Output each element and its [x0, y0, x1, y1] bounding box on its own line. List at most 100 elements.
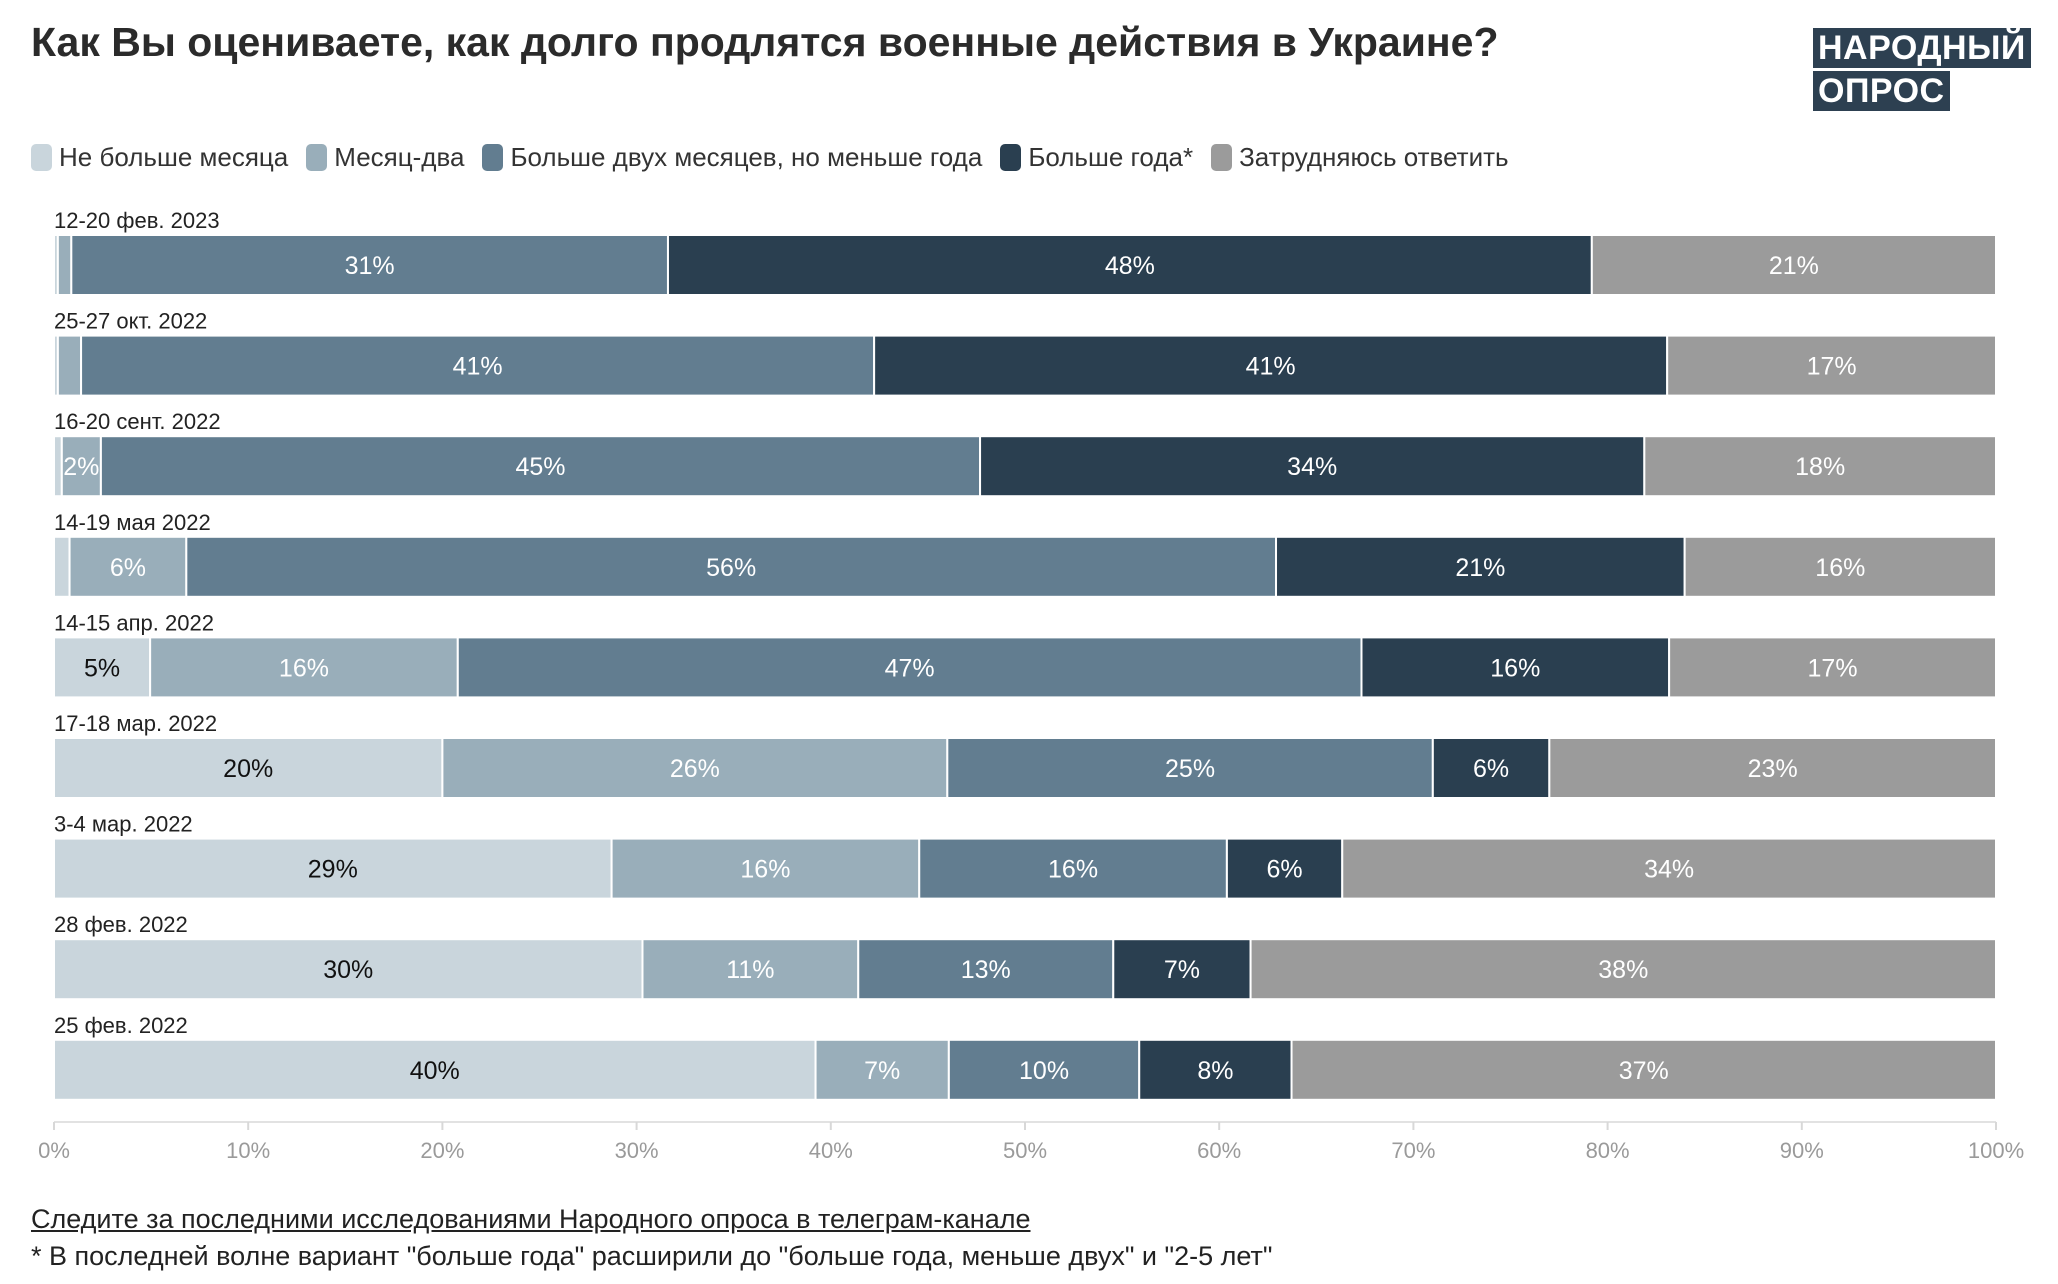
bar-segment	[185, 535, 1278, 598]
x-tick-label: 0%	[38, 1138, 70, 1163]
row-label: 28 фев. 2022	[54, 912, 188, 937]
data-label: 7%	[1164, 956, 1200, 984]
bar-segment	[641, 938, 860, 1001]
bar-segment	[53, 837, 613, 900]
x-tick-label: 10%	[226, 1138, 270, 1163]
legend-swatch	[31, 144, 52, 171]
data-label: 56%	[706, 554, 756, 582]
data-label: 21%	[1455, 554, 1505, 582]
data-label: 16%	[279, 654, 329, 682]
bar-segment	[441, 737, 949, 799]
x-tick-label: 40%	[809, 1138, 853, 1163]
bar-segment	[1668, 636, 1997, 699]
legend-item-2[interactable]: Месяц-два	[306, 142, 464, 173]
legend-item-1[interactable]: Не больше месяца	[31, 142, 288, 173]
legend-item-3[interactable]: Больше двух месяцев, но меньше года	[482, 142, 982, 173]
data-label: 38%	[1598, 956, 1648, 984]
bar-segment	[70, 234, 669, 296]
legend-swatch	[1000, 144, 1022, 171]
bar-segment	[53, 435, 63, 498]
data-label: 16%	[1815, 554, 1865, 582]
data-label: 16%	[1490, 654, 1540, 682]
row-label: 25-27 окт. 2022	[54, 309, 207, 334]
bar-segment	[1548, 737, 1997, 799]
footer: Следите за последними исследованиями Нар…	[31, 1201, 1272, 1275]
logo-line-2: ОПРОС	[1813, 71, 1950, 111]
data-label: 26%	[670, 755, 720, 783]
data-label: 34%	[1644, 856, 1694, 884]
data-label: 23%	[1748, 755, 1798, 783]
data-label: 31%	[345, 252, 395, 280]
legend-item-4[interactable]: Больше года*	[1000, 142, 1193, 173]
telegram-channel-link[interactable]: Следите за последними исследованиями Нар…	[31, 1204, 1031, 1234]
data-label: 41%	[453, 353, 503, 381]
data-label: 18%	[1795, 453, 1845, 481]
bar-segment	[53, 938, 644, 1001]
legend-label: Месяц-два	[334, 142, 465, 172]
bar-segment	[53, 737, 444, 799]
x-tick-label: 60%	[1197, 1138, 1241, 1163]
legend-swatch	[482, 144, 504, 171]
data-label: 17%	[1807, 353, 1857, 381]
data-label: 47%	[885, 654, 935, 682]
bar-segment	[1643, 435, 1997, 498]
bar-segment	[1138, 1038, 1293, 1101]
chart-legend: Не больше месяца Месяц-два Больше двух мес…	[31, 142, 1509, 173]
bar-segment	[1249, 938, 1997, 1001]
row-label: 16-20 сент. 2022	[54, 409, 221, 434]
data-label: 45%	[515, 453, 565, 481]
legend-swatch	[306, 144, 328, 171]
x-tick-label: 80%	[1586, 1138, 1630, 1163]
bar-segment	[814, 1038, 950, 1101]
data-label: 20%	[223, 755, 273, 783]
bar-segment	[53, 535, 71, 598]
data-label: 16%	[740, 856, 790, 884]
row-label: 17-18 мар. 2022	[54, 711, 217, 736]
bar-segment	[1683, 535, 1998, 598]
bar-segment	[60, 435, 102, 498]
legend-item-5[interactable]: Затрудняюсь ответить	[1211, 142, 1509, 173]
x-tick-label: 70%	[1391, 1138, 1435, 1163]
x-tick-label: 50%	[1003, 1138, 1047, 1163]
bar-segment	[53, 636, 152, 699]
bar-segment	[456, 636, 1363, 699]
data-label: 6%	[1267, 856, 1303, 884]
data-label: 7%	[864, 1057, 900, 1085]
x-tick-label: 90%	[1780, 1138, 1824, 1163]
footnote: * В последней волне вариант "больше года…	[31, 1241, 1273, 1271]
legend-swatch	[1211, 144, 1233, 171]
bar-segment	[56, 234, 73, 296]
data-label: 8%	[1197, 1057, 1233, 1085]
bar-segment	[610, 837, 921, 900]
bar-segment	[149, 636, 459, 699]
data-label: 6%	[1473, 755, 1509, 783]
data-label: 29%	[308, 856, 358, 884]
row-label: 14-15 апр. 2022	[54, 610, 214, 635]
logo-line-1: НАРОДНЫЙ	[1813, 28, 2031, 68]
brand-logo: НАРОДНЫЙ ОПРОС	[1813, 28, 2031, 114]
data-label: 5%	[84, 654, 120, 682]
data-label: 34%	[1287, 453, 1337, 481]
data-label: 10%	[1019, 1057, 1069, 1085]
bar-segment	[857, 938, 1115, 1001]
row-label: 25 фев. 2022	[54, 1013, 188, 1038]
data-label: 41%	[1246, 353, 1296, 381]
legend-label: Больше двух месяцев, но меньше года	[510, 142, 983, 172]
data-label: 2%	[63, 453, 99, 481]
bar-segment	[1360, 636, 1671, 699]
bar-segment	[666, 234, 1593, 296]
data-label: 16%	[1048, 856, 1098, 884]
data-label: 40%	[410, 1057, 460, 1085]
bar-segment	[1275, 535, 1686, 598]
x-tick-label: 20%	[420, 1138, 464, 1163]
bar-segment	[56, 334, 83, 397]
bar-segment	[1590, 234, 1997, 296]
legend-label: Больше года*	[1028, 142, 1194, 172]
row-label: 14-19 мая 2022	[54, 510, 211, 535]
data-label: 37%	[1619, 1057, 1669, 1085]
bar-segment	[918, 837, 1228, 900]
data-label: 6%	[110, 554, 146, 582]
data-label: 21%	[1769, 252, 1819, 280]
data-label: 30%	[323, 956, 373, 984]
x-tick-label: 100%	[1968, 1138, 2024, 1163]
